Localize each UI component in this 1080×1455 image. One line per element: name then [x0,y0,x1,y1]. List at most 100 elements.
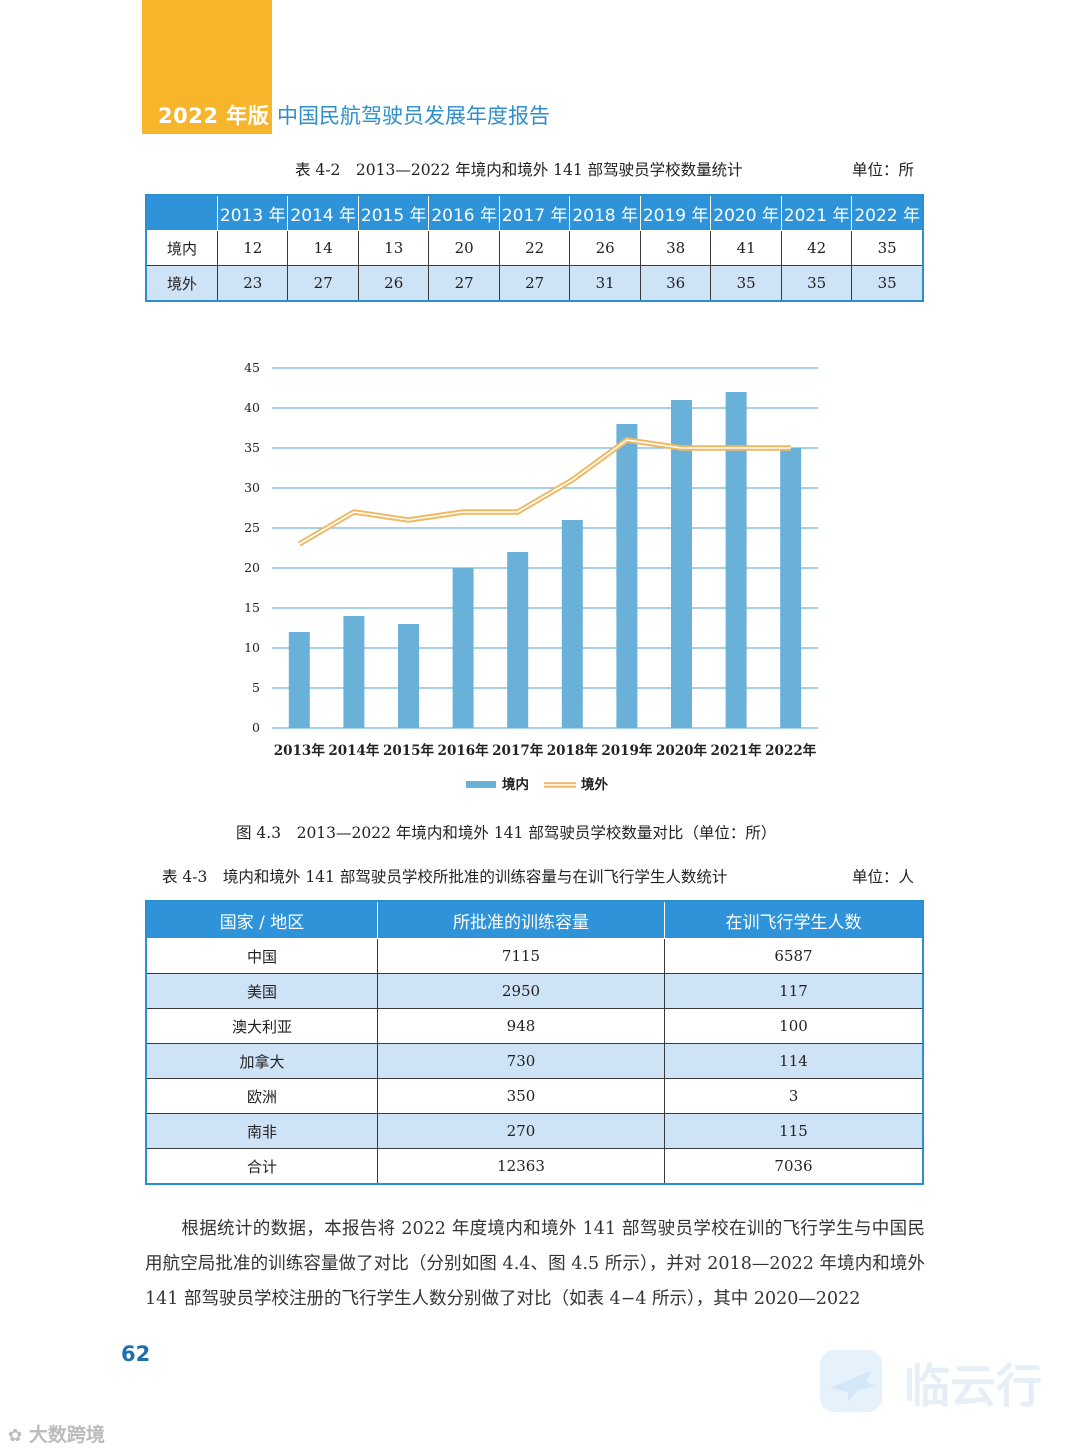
table-corner-cell [145,194,218,231]
x-tick-label: 2022年 [765,742,817,759]
table-cell: 38 [639,230,712,266]
table-cell: 35 [851,265,924,302]
y-tick-label: 10 [244,640,260,655]
figure-4-3-caption: 图 4.3 2013—2022 年境内和境外 141 部驾驶员学校数量对比（单位… [236,824,777,842]
students-cell: 3 [664,1078,924,1114]
table-cell: 22 [498,230,571,266]
capacity-cell: 2950 [377,973,665,1009]
region-cell: 加拿大 [145,1043,378,1079]
legend-swatch-domestic [466,781,496,788]
watermark-left: ✿ 大数跨境 [8,1420,105,1447]
capacity-cell: 12363 [377,1148,665,1185]
region-cell: 欧洲 [145,1078,378,1114]
col-header-capacity: 所批准的训练容量 [377,900,665,939]
table-row-domestic: 境内 12 14 13 20 22 26 38 41 42 35 [145,230,924,266]
series-line-overseas-inner [298,439,791,545]
watermark-left-text: 大数跨境 [28,1424,105,1446]
table-4-2: 2013 年 2014 年 2015 年 2016 年 2017 年 2018 … [145,194,924,302]
students-cell: 100 [664,1008,924,1044]
table-header-row: 2013 年 2014 年 2015 年 2016 年 2017 年 2018 … [145,194,924,231]
table-row: 美国 2950 117 [145,973,924,1009]
y-tick-label: 20 [244,560,260,575]
year-header: 2013 年 [216,194,289,231]
capacity-cell: 7115 [377,938,665,974]
capacity-cell: 270 [377,1113,665,1149]
table-cell: 20 [428,230,500,266]
region-cell: 中国 [145,938,378,974]
table-cell: 31 [569,265,641,302]
table-cell: 26 [569,230,641,266]
table-row: 中国 7115 6587 [145,938,924,974]
watermark-right: 临云行 [818,1348,1058,1440]
y-tick-label: 30 [244,480,260,495]
table-cell: 23 [216,265,289,302]
year-header: 2022 年 [851,194,924,231]
table-cell: 26 [357,265,430,302]
x-tick-label: 2013年 [274,742,326,759]
region-cell: 美国 [145,973,378,1009]
y-tick-label: 0 [252,720,260,735]
bar-domestic [616,424,638,728]
legend-label-domestic: 境内 [502,776,529,793]
bar-domestic [780,448,802,728]
table-row: 南非 270 115 [145,1113,924,1149]
table-row-overseas: 境外 23 27 26 27 27 31 36 35 35 35 [145,265,924,302]
bar-domestic [507,552,529,728]
bar-domestic [343,616,365,728]
table-row: 欧洲 350 3 [145,1078,924,1114]
table-4-2-unit: 单位：所 [852,161,915,179]
y-tick-label: 15 [244,600,260,615]
year-header: 2019 年 [639,194,712,231]
table-row: 加拿大 730 114 [145,1043,924,1079]
table-cell: 35 [710,265,782,302]
col-header-region: 国家 / 地区 [145,900,378,939]
table-header-row: 国家 / 地区 所批准的训练容量 在训飞行学生人数 [145,900,924,939]
table-row: 澳大利亚 948 100 [145,1008,924,1044]
table-cell: 36 [639,265,712,302]
x-tick-label: 2020年 [656,742,708,759]
report-title: 中国民航驾驶员发展年度报告 [277,104,550,128]
students-cell: 115 [664,1113,924,1149]
capacity-cell: 350 [377,1078,665,1114]
table-row-total: 合计 12363 7036 [145,1148,924,1185]
row-label: 境外 [145,265,218,302]
region-cell: 合计 [145,1148,378,1185]
region-cell: 南非 [145,1113,378,1149]
table-4-2-caption: 表 4-2 2013—2022 年境内和境外 141 部驾驶员学校数量统计 [295,161,743,179]
x-tick-label: 2019年 [601,742,653,759]
col-header-students: 在训飞行学生人数 [664,900,924,939]
table-cell: 14 [287,230,359,266]
table-cell: 13 [357,230,430,266]
table-4-3: 国家 / 地区 所批准的训练容量 在训飞行学生人数 中国 7115 6587 美… [145,900,924,1185]
header-tab-block [142,0,272,134]
table-cell: 41 [710,230,782,266]
watermark-logo-icon: ✿ [8,1426,23,1446]
x-tick-label: 2018年 [547,742,599,759]
legend-label-overseas: 境外 [581,776,609,793]
body-paragraph: 根据统计的数据，本报告将 2022 年度境内和境外 141 部驾驶员学校在训的飞… [145,1212,925,1317]
year-header: 2014 年 [287,194,359,231]
bar-domestic [398,624,419,728]
table-cell: 27 [287,265,359,302]
y-tick-label: 45 [244,360,260,375]
x-tick-label: 2021年 [711,742,763,759]
table-cell: 35 [780,265,853,302]
table-cell: 27 [428,265,500,302]
watermark-right-text: 临云行 [904,1359,1042,1413]
x-tick-label: 2014年 [328,742,380,759]
table-cell: 12 [216,230,289,266]
x-tick-label: 2016年 [438,742,490,759]
edition-badge: 2022 年版 [158,104,270,128]
y-tick-label: 25 [244,520,260,535]
students-cell: 114 [664,1043,924,1079]
row-label: 境内 [145,230,218,266]
y-tick-label: 5 [252,680,260,695]
year-header: 2020 年 [710,194,782,231]
region-cell: 澳大利亚 [145,1008,378,1044]
students-cell: 117 [664,973,924,1009]
bar-domestic [561,520,583,728]
year-header: 2017 年 [498,194,571,231]
table-4-3-caption: 表 4-3 境内和境外 141 部驾驶员学校所批准的训练容量与在训飞行学生人数统… [162,868,728,886]
year-header: 2016 年 [428,194,500,231]
